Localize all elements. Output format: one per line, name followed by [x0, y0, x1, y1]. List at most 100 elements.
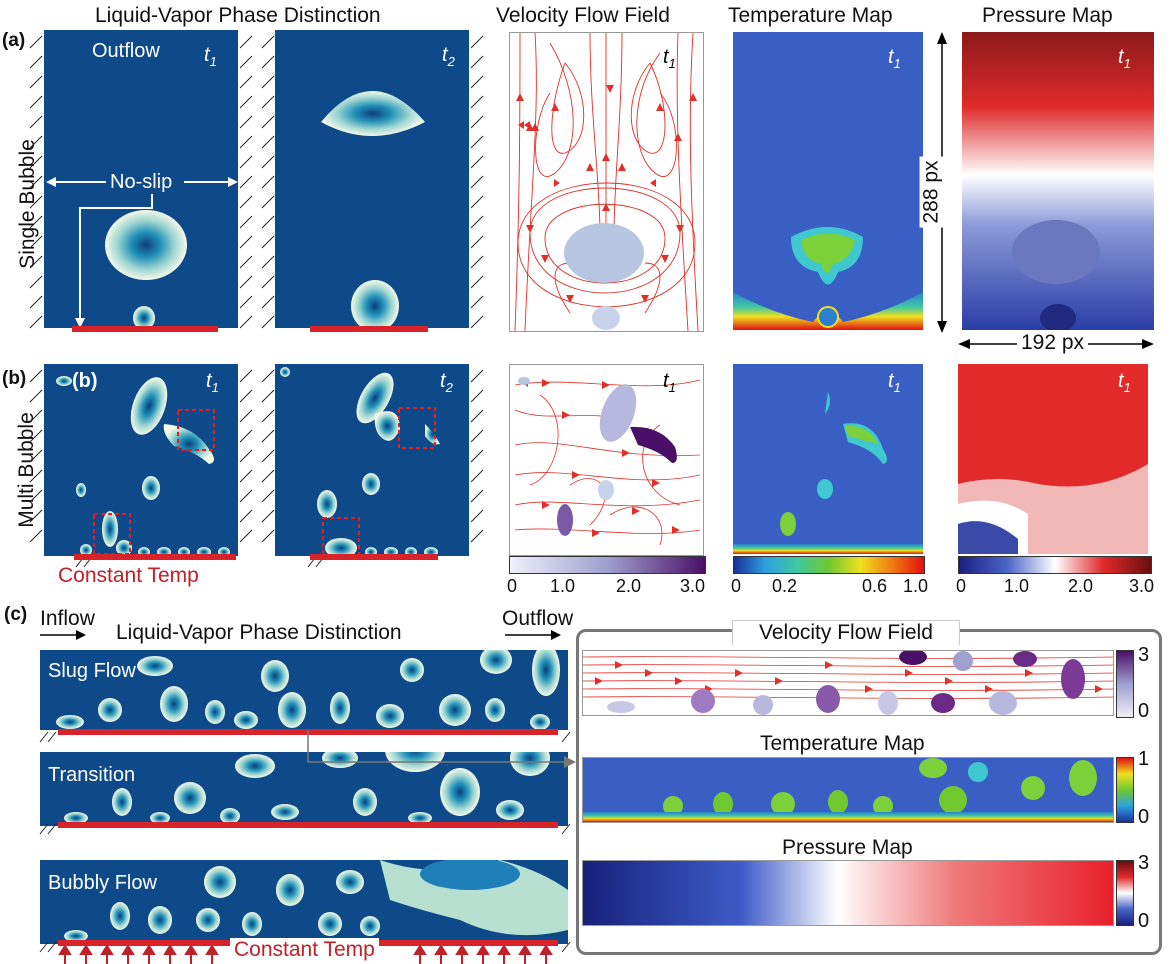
header-pressure: Pressure Map [982, 4, 1113, 27]
velocity-tick-1: 1.0 [550, 576, 576, 596]
pressure-bubble [1040, 304, 1076, 330]
heater-a-t1 [72, 326, 218, 332]
velocity-bubble [953, 651, 973, 671]
c-pressure-tick-max: 3 [1138, 852, 1150, 874]
bubble [64, 812, 88, 824]
pressure-tick-0: 0 [956, 576, 967, 596]
temperature-tick-0: 0 [731, 576, 742, 596]
bubble [56, 376, 72, 386]
bubble [365, 547, 377, 556]
inflow-label: Inflow [40, 607, 95, 630]
c-temperature-tick-max: 1 [1138, 748, 1150, 770]
bubble [197, 547, 211, 556]
temp-bubble [1021, 776, 1045, 800]
c-velocity-drawing [583, 651, 1113, 715]
bubble-core [420, 860, 520, 890]
heater-transition [58, 822, 558, 828]
bubble [163, 424, 214, 464]
bubble [425, 424, 440, 445]
bubble [98, 698, 122, 722]
velocity-bubble [564, 223, 644, 283]
velocity-bubble [599, 384, 637, 442]
temp-bubble [771, 792, 795, 816]
temp-bubble [1069, 760, 1097, 796]
bubble [356, 372, 394, 424]
bubble [530, 714, 550, 730]
velocity-tick-0: 0 [507, 576, 518, 596]
pressure-tick-3: 3.0 [1129, 576, 1155, 596]
c-temperature-tick-min: 0 [1138, 806, 1150, 828]
velocity-panel-a [509, 32, 704, 332]
phase-a-t2-drawing [321, 91, 425, 328]
velocity-bubble [557, 504, 573, 536]
bubble [276, 874, 304, 906]
heat-arrows [58, 946, 553, 964]
bubble [138, 547, 150, 556]
heater-a-t2 [310, 326, 428, 332]
phase-panel-a-t1 [44, 30, 238, 328]
bubble [325, 538, 357, 556]
c-header-phase: Liquid-Vapor Phase Distinction [116, 621, 402, 644]
c-colorbar-velocity [1116, 650, 1134, 718]
bubble [205, 700, 225, 724]
hot-layer [583, 812, 1113, 822]
hot-layer [733, 544, 923, 554]
bubble [137, 656, 173, 676]
velocity-a-streamlines [514, 33, 699, 331]
highlight-box [398, 407, 436, 449]
temp-bubble [828, 790, 848, 814]
b-inner-tag: (b) [72, 370, 98, 392]
regime-label-slug: Slug Flow [48, 660, 136, 682]
pressure-tick-2: 2.0 [1068, 576, 1094, 596]
c-temperature-drawing [583, 758, 1113, 822]
bubble [157, 547, 171, 556]
bubble [150, 812, 170, 824]
bubble [405, 547, 417, 556]
c-colorbar-temperature [1116, 757, 1134, 823]
velocity-bubble [691, 689, 715, 713]
pressure-b-drawing [958, 364, 1148, 554]
phase-panel-b-t1 [44, 364, 238, 556]
heater-b-t1 [74, 554, 236, 560]
phase-panel-a-t2 [275, 30, 469, 328]
bubble [142, 476, 160, 500]
bubble [353, 788, 377, 816]
bubble [318, 912, 342, 936]
c-temperature-panel [582, 757, 1114, 823]
bubble [384, 547, 398, 556]
c-velocity-tick-max: 3 [1138, 644, 1150, 666]
constant-temp-label-b: Constant Temp [58, 564, 199, 587]
time-label-b-t1: t1 [206, 370, 219, 395]
bubbly-drawing [64, 860, 568, 942]
constant-temp-label-c: Constant Temp [230, 938, 379, 962]
velocity-b-streamlines [514, 377, 701, 546]
temp-bubble [919, 758, 947, 778]
regime-panel-slug [40, 650, 568, 830]
c-header-pressure: Pressure Map [782, 836, 913, 859]
bubble [174, 782, 206, 814]
velocity-bubble [1061, 659, 1085, 699]
velocity-panel-b [509, 364, 704, 556]
bubble [218, 547, 230, 556]
temp-bubble [939, 786, 967, 814]
heater-b-t2 [310, 554, 438, 560]
bubble [235, 754, 275, 778]
temp-bubble [825, 392, 830, 414]
bubble [56, 715, 84, 729]
phase-b-t2-drawing [280, 367, 440, 556]
bubble [220, 808, 240, 824]
wall-hatching-c [39, 731, 571, 953]
bubble [110, 902, 130, 930]
velocity-bubble [899, 651, 927, 665]
bubble [330, 692, 350, 724]
bubble [376, 704, 404, 728]
bubble [133, 306, 155, 328]
pressure-bubble [1012, 220, 1100, 284]
bubble [351, 280, 399, 328]
phase-a-t1-drawing [105, 210, 187, 328]
bubble [234, 711, 258, 729]
colorbar-pressure [958, 556, 1152, 574]
velocity-bubble [753, 695, 773, 715]
pressure-tick-1: 1.0 [1004, 576, 1030, 596]
temp-bubble [817, 479, 833, 499]
